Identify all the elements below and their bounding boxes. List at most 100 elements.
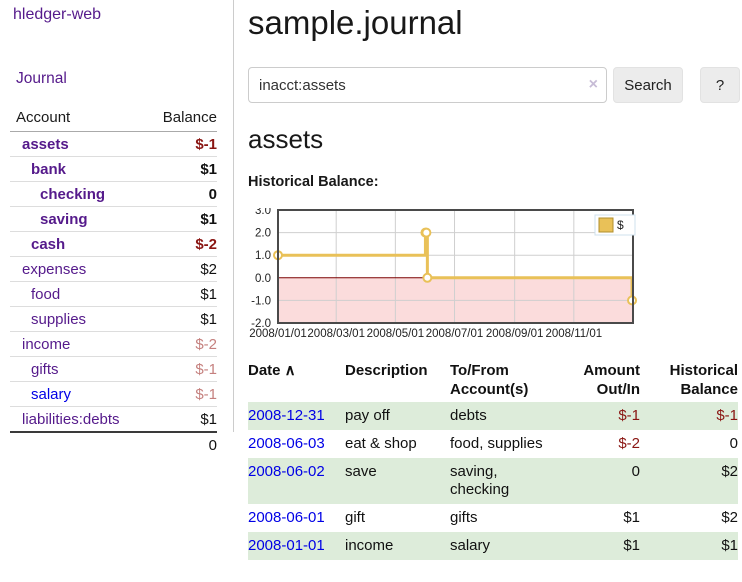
transaction-date-link[interactable]: 2008-01-01 — [248, 537, 325, 554]
accounts-table-body: assets $-1 bank $1 checking 0 saving $1 cash $-2 e… — [10, 132, 217, 431]
historical-balance-chart: $3.0 2.0 1.0 0.0 -1.0 -2.0 2008/01/01 2008/03/0… — [243, 205, 643, 343]
account-row: bank $1 — [10, 157, 217, 182]
register-header-historical: Historical Balance — [669, 362, 738, 398]
account-balance: $2 — [200, 261, 217, 278]
account-balance: $1 — [200, 411, 217, 428]
account-row: saving $1 — [10, 207, 217, 232]
account-link[interactable]: supplies — [31, 311, 87, 328]
transaction-accounts: salary — [450, 537, 491, 554]
transaction-amount: $-1 — [618, 407, 640, 424]
account-link[interactable]: salary — [31, 386, 72, 403]
account-row: gifts $-1 — [10, 357, 217, 382]
sort-ascending-icon: ∧ — [280, 362, 296, 379]
account-link[interactable]: income — [22, 336, 71, 353]
transaction-row: 2008-06-03 eat & shop food, supplies $-2 0 — [248, 430, 738, 458]
svg-text:$: $ — [617, 218, 624, 232]
account-balance: $-2 — [195, 336, 217, 353]
transaction-date-link[interactable]: 2008-06-03 — [248, 435, 325, 452]
transaction-date-link[interactable]: 2008-06-02 — [248, 463, 325, 480]
svg-text:-2.0: -2.0 — [251, 318, 271, 330]
svg-text:0.0: 0.0 — [255, 273, 271, 285]
account-link[interactable]: expenses — [22, 261, 87, 278]
clear-search-icon[interactable]: × — [588, 76, 598, 93]
transaction-date-link[interactable]: 2008-12-31 — [248, 407, 325, 424]
transaction-description: pay off — [345, 407, 390, 424]
sidebar-item-journal[interactable]: Journal — [16, 70, 67, 87]
svg-text:2008/03/01: 2008/03/01 — [307, 328, 365, 340]
transaction-row: 2008-01-01 income salary $1 $1 — [248, 532, 738, 560]
account-balance: 0 — [208, 186, 217, 203]
transaction-description: save — [345, 463, 377, 480]
transaction-description: eat & shop — [345, 435, 417, 452]
search-form: × Search ? — [248, 67, 740, 103]
search-input[interactable] — [248, 67, 607, 103]
transaction-accounts: gifts — [450, 509, 478, 526]
accounts-total-value: 0 — [208, 437, 217, 454]
account-link[interactable]: cash — [31, 236, 66, 253]
svg-text:2008/05/01: 2008/05/01 — [367, 328, 425, 340]
account-balance: $1 — [200, 311, 217, 328]
register-header-amount: Amount Out/In — [583, 362, 640, 398]
accounts-header-balance: Balance — [162, 109, 217, 126]
account-balance: $1 — [200, 286, 217, 303]
account-link[interactable]: bank — [31, 161, 67, 178]
accounts-header-account: Account — [16, 109, 71, 126]
account-balance: $-1 — [195, 386, 217, 403]
transaction-row: 2008-06-02 save saving, checking 0 $2 — [248, 458, 738, 504]
transaction-amount: 0 — [631, 463, 640, 480]
account-row: expenses $2 — [10, 257, 217, 282]
account-row: assets $-1 — [10, 132, 217, 157]
search-input-wrap: × — [248, 67, 607, 103]
account-row: salary $-1 — [10, 382, 217, 407]
account-link[interactable]: assets — [22, 136, 69, 153]
transaction-amount: $-2 — [618, 435, 640, 452]
register-header-tofrom: To/From Account(s) — [450, 362, 529, 398]
transaction-balance: 0 — [729, 435, 738, 452]
transaction-date-link[interactable]: 2008-06-01 — [248, 509, 325, 526]
account-row: checking 0 — [10, 182, 217, 207]
transaction-accounts: saving, checking — [450, 463, 510, 498]
svg-text:2008/01/01: 2008/01/01 — [249, 328, 307, 340]
account-row: liabilities:debts $1 — [10, 407, 217, 431]
transaction-accounts: debts — [450, 407, 487, 424]
account-balance: $-1 — [195, 136, 217, 153]
search-button[interactable]: Search — [613, 67, 683, 103]
register-header-row: Date ∧ Description To/From Account(s) Amoun… — [248, 357, 738, 402]
svg-text:1.0: 1.0 — [255, 250, 271, 262]
account-link[interactable]: gifts — [31, 361, 59, 378]
svg-text:2008/09/01: 2008/09/01 — [486, 328, 544, 340]
account-heading: assets — [248, 124, 324, 154]
sidebar: hledger-web Journal Account Balance asse… — [0, 0, 234, 454]
transaction-amount: $1 — [623, 509, 640, 526]
transaction-balance: $1 — [721, 537, 738, 554]
accounts-table-header: Account Balance — [10, 103, 217, 132]
chart-title: Historical Balance: — [248, 174, 379, 190]
account-balance: $1 — [200, 211, 217, 228]
svg-text:2008/11/01: 2008/11/01 — [545, 328, 602, 340]
transaction-row: 2008-06-01 gift gifts $1 $2 — [248, 504, 738, 532]
svg-text:2.0: 2.0 — [255, 228, 271, 240]
account-row: food $1 — [10, 282, 217, 307]
account-link[interactable]: liabilities:debts — [22, 411, 120, 428]
transaction-accounts: food, supplies — [450, 435, 543, 452]
accounts-table: Account Balance assets $-1 bank $1 checking 0… — [10, 103, 217, 458]
account-link[interactable]: food — [31, 286, 61, 303]
help-button[interactable]: ? — [700, 67, 740, 103]
svg-text:-1.0: -1.0 — [251, 295, 271, 307]
register-header-date[interactable]: Date ∧ — [248, 362, 296, 379]
account-row: supplies $1 — [10, 307, 217, 332]
svg-text:3.0: 3.0 — [255, 208, 271, 217]
register-header-description: Description — [345, 362, 428, 379]
account-link[interactable]: checking — [40, 186, 106, 203]
brand-link[interactable]: hledger-web — [13, 6, 102, 23]
transaction-balance: $-1 — [716, 407, 738, 424]
account-row: cash $-2 — [10, 232, 217, 257]
accounts-total-row: 0 — [10, 431, 217, 458]
account-link[interactable]: saving — [40, 211, 88, 228]
transaction-description: gift — [345, 509, 366, 526]
account-balance: $1 — [200, 161, 217, 178]
transaction-amount: $1 — [623, 537, 640, 554]
account-balance: $-2 — [195, 236, 217, 253]
page-title: sample.journal — [248, 4, 463, 41]
transaction-balance: $2 — [721, 509, 738, 526]
